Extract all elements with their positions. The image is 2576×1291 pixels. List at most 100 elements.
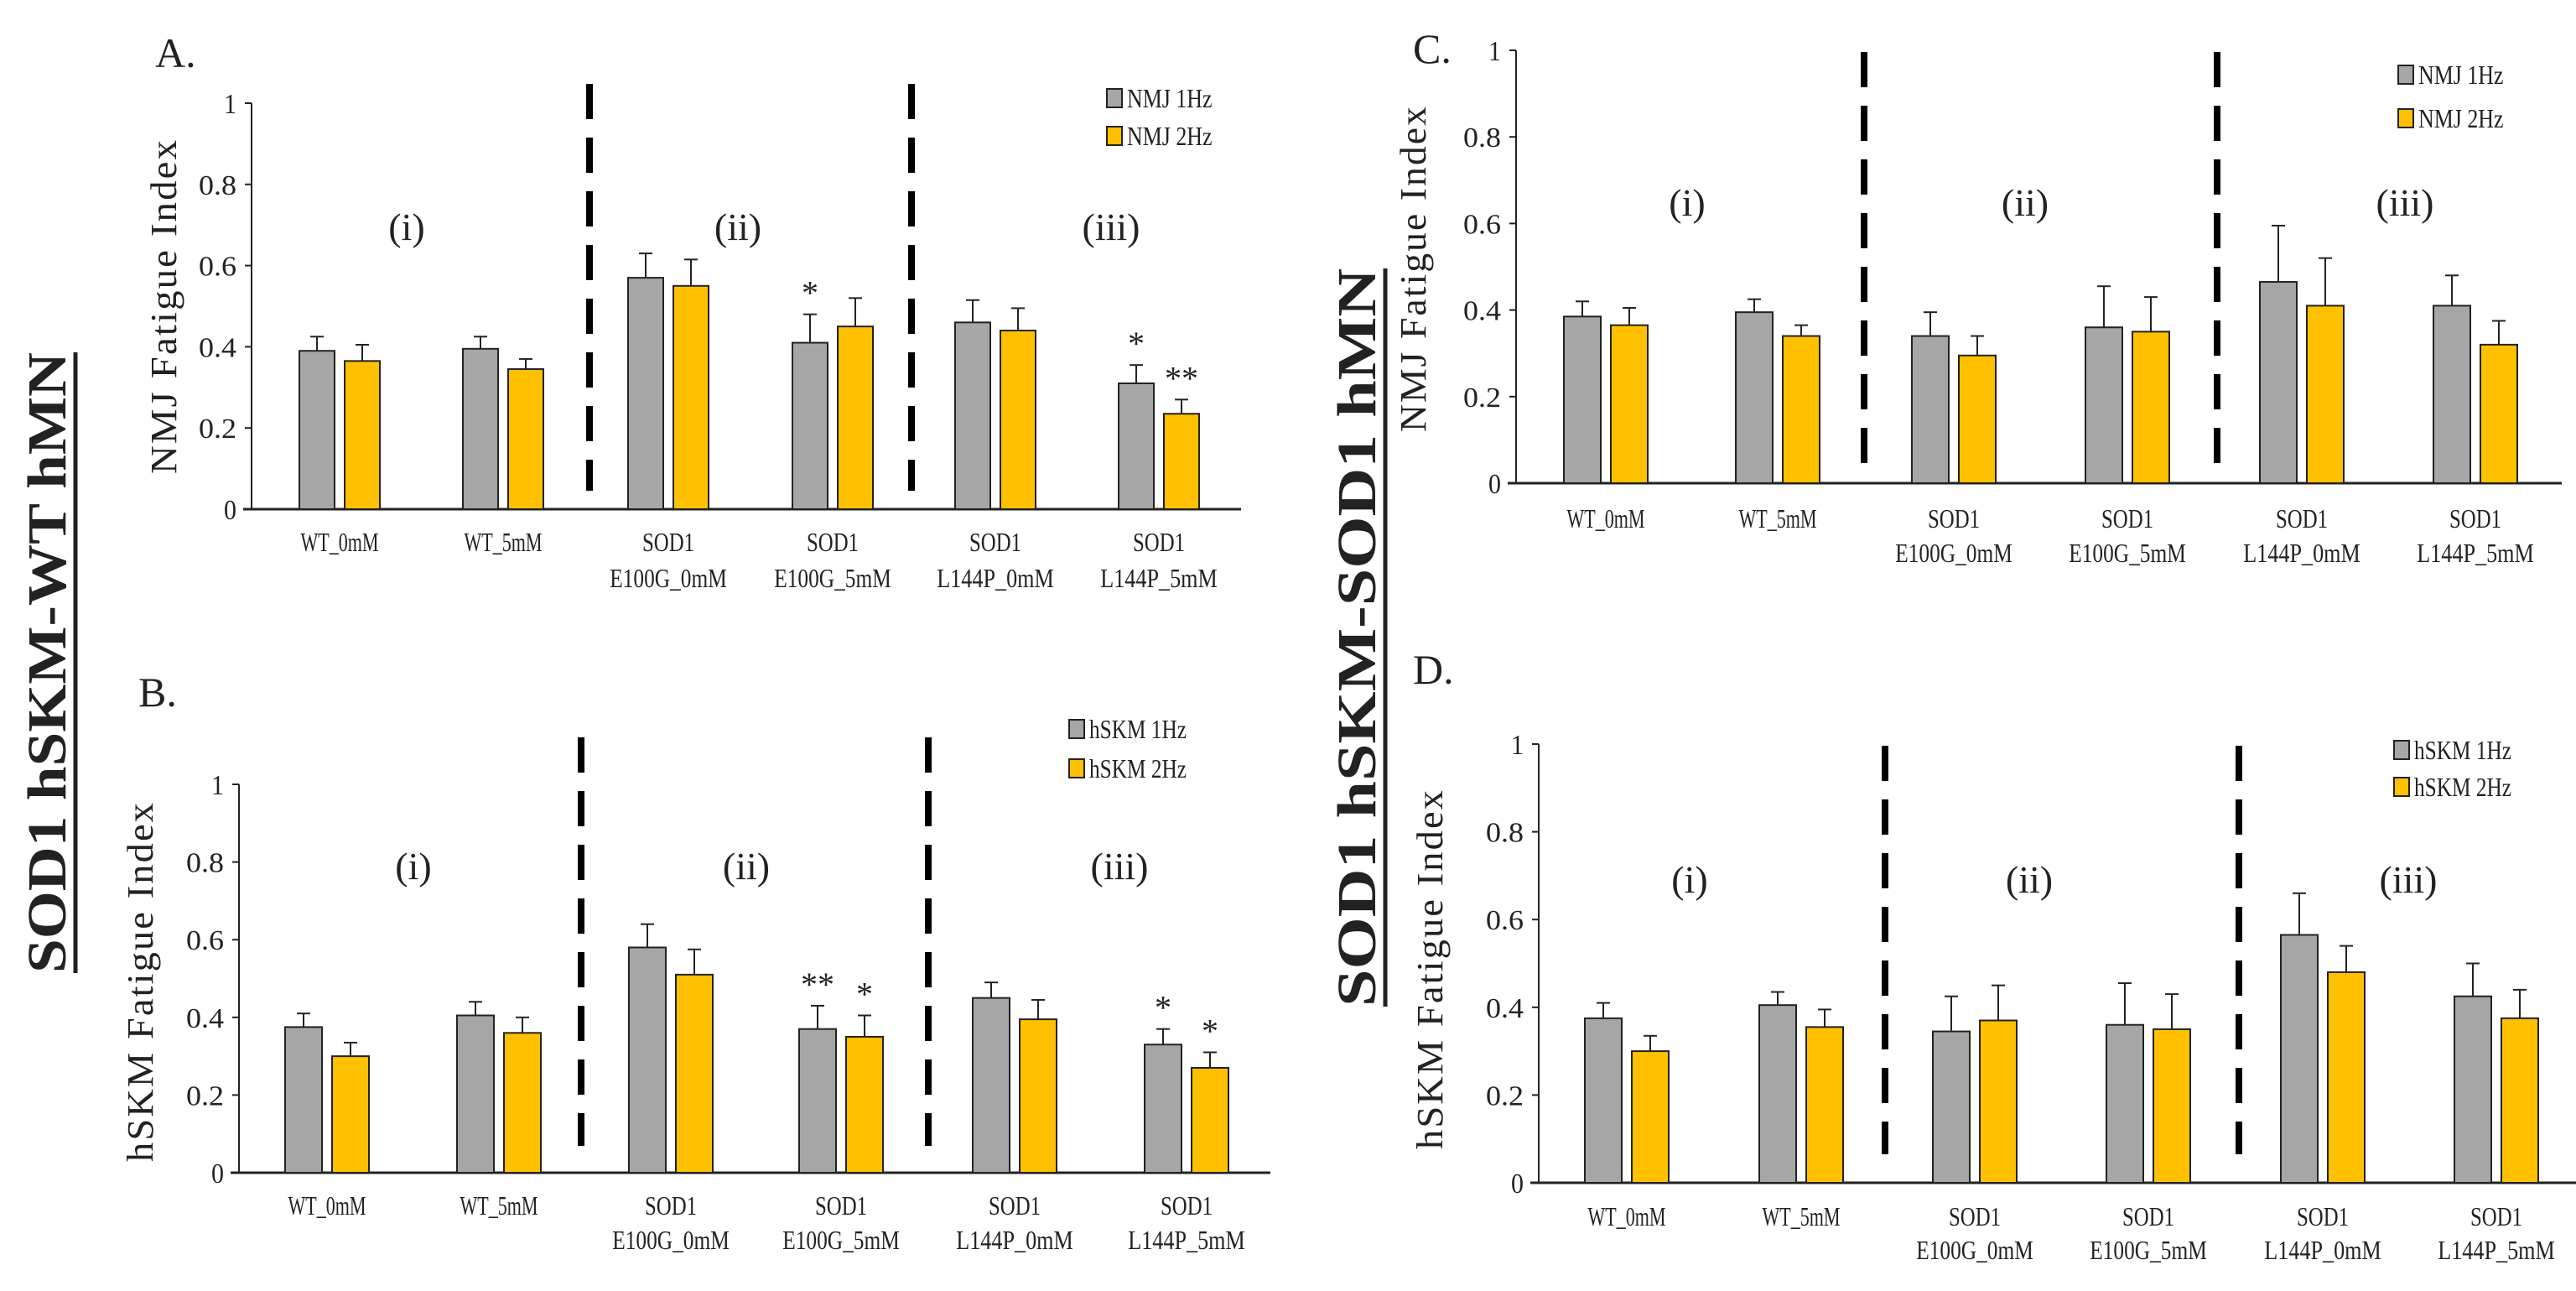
- y-axis-label: hSKM Fatigue Index: [1410, 789, 1451, 1149]
- x-tick-label: L144P_0mM: [2264, 1235, 2381, 1265]
- row-title-right: SOD1 hSKM-SOD1 hMN: [1327, 268, 1388, 1007]
- panel-label: B.: [138, 669, 177, 716]
- y-tick-label: 0: [1511, 1169, 1524, 1200]
- bar: [2327, 971, 2366, 1184]
- y-tick-label: 0.4: [186, 1003, 224, 1034]
- legend-swatch: [1068, 758, 1085, 778]
- significance-marker: *: [1202, 1012, 1218, 1049]
- x-tick-label: L144P_5mM: [1100, 563, 1218, 593]
- group-label: (iii): [2376, 181, 2434, 224]
- group-label: (ii): [2006, 858, 2053, 901]
- bar: [2433, 305, 2471, 484]
- bar: [1631, 1050, 1670, 1184]
- bar: [1118, 382, 1155, 510]
- group-label: (i): [1669, 181, 1705, 224]
- bar: [1758, 1004, 1797, 1184]
- y-tick-label: 0.6: [186, 925, 224, 956]
- bar: [462, 347, 499, 510]
- bar: [1019, 1018, 1057, 1174]
- x-tick-label: WT_5mM: [465, 527, 543, 557]
- bar: [792, 341, 828, 510]
- panel-b: B. hSKM Fatigue Index 0 0.2 0.4 0.6 0.8 1 (i) (ii…: [120, 669, 1270, 1255]
- bar: [1932, 1030, 1971, 1184]
- group-label: (ii): [714, 206, 761, 248]
- bar: [1163, 413, 1200, 511]
- y-tick-label: 1: [1488, 36, 1501, 67]
- significance-marker: **: [801, 966, 834, 1003]
- x-tick-label: SOD1: [2276, 503, 2328, 534]
- legend-swatch: [1106, 88, 1123, 108]
- y-tick-label: 0.2: [186, 1080, 224, 1111]
- bar: [344, 360, 381, 510]
- legend-swatch: [2393, 777, 2410, 797]
- bar: [299, 350, 335, 510]
- bar: [2306, 305, 2345, 484]
- x-tick-label: WT_0mM: [288, 1190, 366, 1221]
- panel-label: A.: [155, 29, 196, 76]
- bar: [1979, 1019, 2018, 1184]
- bar: [1911, 335, 1950, 484]
- panels: A. NMJ Fatigue Index 0 0.2 0.4 0.6 0.8 1 (i) (ii)…: [120, 25, 2576, 1265]
- y-tick-label: 0.6: [199, 252, 236, 283]
- bar: [1191, 1066, 1229, 1174]
- group-label: (i): [388, 206, 424, 248]
- legend-label: NMJ 1Hz: [1127, 83, 1213, 113]
- bar: [627, 277, 664, 510]
- x-tick-label: SOD1: [2101, 503, 2153, 534]
- x-tick-label: WT_5mM: [460, 1190, 538, 1221]
- x-tick-label: SOD1: [1928, 503, 1980, 534]
- x-tick-label: SOD1: [642, 527, 694, 557]
- y-tick-label: 0.2: [1463, 383, 1501, 414]
- bar: [1610, 324, 1649, 484]
- significance-marker: *: [802, 274, 818, 312]
- bar: [798, 1028, 837, 1174]
- y-tick-label: 0.4: [1486, 993, 1524, 1024]
- group-label: (iii): [2380, 858, 2438, 901]
- bar: [1144, 1044, 1182, 1174]
- y-axis-label: hSKM Fatigue Index: [120, 801, 161, 1162]
- x-tick-label: L144P_5mM: [2438, 1235, 2555, 1265]
- y-tick-label: 0: [211, 1158, 224, 1189]
- y-tick-label: 0.4: [1463, 296, 1501, 327]
- x-tick-label: SOD1: [1949, 1201, 2001, 1231]
- panel-label: D.: [1413, 646, 1454, 693]
- x-tick-label: SOD1: [807, 527, 859, 557]
- x-tick-label: L144P_0mM: [937, 563, 1054, 593]
- x-tick-label: E100G_0mM: [612, 1225, 730, 1255]
- x-tick-label: SOD1: [2122, 1201, 2174, 1231]
- legend-swatch: [1106, 126, 1123, 146]
- x-tick-label: WT_0mM: [1567, 503, 1645, 534]
- group-label: (iii): [1091, 845, 1149, 888]
- x-tick-label: E100G_5mM: [782, 1225, 900, 1255]
- legend-swatch: [2397, 108, 2414, 128]
- bar: [2132, 331, 2170, 484]
- x-tick-label: E100G_5mM: [774, 563, 891, 593]
- bar: [2106, 1023, 2144, 1184]
- y-tick-label: 0.4: [199, 332, 236, 363]
- y-tick-label: 0: [224, 495, 236, 526]
- x-tick-label: SOD1: [815, 1190, 867, 1221]
- bar: [456, 1014, 495, 1174]
- y-axis-label: NMJ Fatigue Index: [1393, 105, 1434, 432]
- x-tick-label: E100G_5mM: [2069, 538, 2186, 568]
- bar: [673, 284, 709, 510]
- x-tick-label: SOD1: [2470, 1201, 2522, 1231]
- row-title-left-text: SOD1 hSKM-WT hMN: [17, 352, 78, 973]
- group-label: (iii): [1083, 206, 1140, 248]
- group-label: (i): [395, 845, 431, 888]
- bar: [2501, 1017, 2539, 1184]
- x-tick-label: SOD1: [645, 1190, 697, 1221]
- bar: [837, 325, 874, 511]
- x-tick-label: SOD1: [1133, 527, 1185, 557]
- panel-a: A. NMJ Fatigue Index 0 0.2 0.4 0.6 0.8 1 (i) (ii)…: [143, 29, 1241, 593]
- x-tick-label: L144P_5mM: [2417, 538, 2534, 568]
- legend-label: NMJ 1Hz: [2418, 60, 2504, 90]
- x-tick-label: SOD1: [989, 1190, 1041, 1221]
- bar: [1958, 354, 1997, 484]
- x-tick-label: WT_0mM: [301, 527, 379, 557]
- row-title-right-text: SOD1 hSKM-SOD1 hMN: [1327, 268, 1388, 1007]
- y-tick-label: 0.2: [1486, 1080, 1524, 1111]
- bar: [954, 321, 991, 510]
- bar: [1782, 335, 1820, 484]
